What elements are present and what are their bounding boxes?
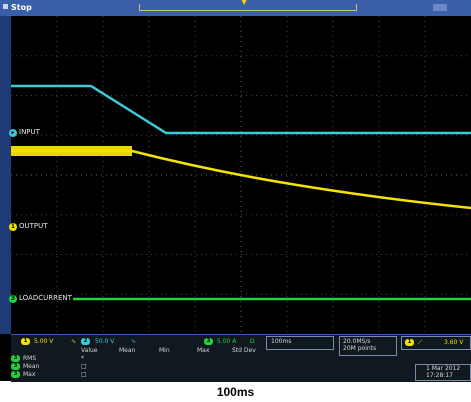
trigger-box[interactable]: 1 ⟋ 3.60 V	[401, 336, 471, 350]
meas-badge-3: 3	[11, 371, 20, 378]
datetime-box: 1 Mar 2012 17:28:17	[415, 364, 471, 381]
trigger-slope-icon: ⟋	[418, 339, 423, 346]
sample-rate: 20.0MS/s	[343, 338, 371, 345]
bandwidth-icon: ∿	[71, 338, 77, 345]
record-length: 20M points	[343, 345, 377, 352]
stats-header-max: Max	[197, 347, 210, 354]
time: 17:28:17	[426, 372, 453, 379]
status-bar: Stop ▼	[0, 0, 471, 16]
run-status: Stop	[11, 3, 32, 12]
ch3-unit: Ω	[250, 338, 255, 345]
ch2-badge[interactable]: 2	[81, 338, 90, 345]
menu-button[interactable]	[433, 4, 447, 11]
input-label: INPUT	[19, 128, 40, 136]
ch1-badge[interactable]: 1	[21, 338, 30, 345]
meas-value-2: □	[81, 363, 87, 370]
stats-header-mean: Mean	[119, 347, 136, 354]
readout-panel: 1 5.00 V ∿ 2 50.0 V ∿ 3 5.00 A Ω 100ms 2…	[11, 334, 471, 382]
meas-label-max[interactable]: Max	[23, 371, 36, 378]
trigger-level: 3.60 V	[444, 339, 464, 346]
ch2-marker-icon[interactable]: ▸	[9, 129, 17, 137]
trigger-position-icon: ▼	[241, 0, 248, 6]
timebase-box[interactable]: 100ms	[266, 336, 334, 350]
stats-header-value: Value	[81, 347, 98, 354]
stats-header-min: Min	[159, 347, 170, 354]
ch3-badge[interactable]: 3	[204, 338, 213, 345]
output-trace	[11, 149, 471, 210]
date: 1 Mar 2012	[426, 365, 461, 372]
ch1-scale[interactable]: 5.00 V	[34, 338, 54, 345]
timebase: 100ms	[271, 338, 292, 345]
channel-marker-strip	[0, 16, 11, 334]
acquisition-box[interactable]: 20.0MS/s 20M points	[339, 336, 397, 356]
meas-value-3: □	[81, 371, 87, 378]
load-current-label: LOADCURRENT	[19, 294, 72, 302]
figure-caption: 100ms	[216, 385, 255, 399]
ch3-marker-icon[interactable]: 3	[9, 295, 17, 303]
stats-header-stddev: Std Dev	[232, 347, 256, 354]
ch2-bandwidth-icon: ∿	[131, 338, 137, 345]
meas-label-mean[interactable]: Mean	[23, 363, 40, 370]
input-trace	[11, 84, 471, 135]
meas-value-1: *	[81, 355, 84, 362]
meas-label-rms[interactable]: RMS	[23, 355, 37, 362]
meas-badge-2: 3	[11, 363, 20, 370]
ch3-scale[interactable]: 5.00 A	[217, 338, 237, 345]
trigger-source-badge: 1	[405, 339, 414, 346]
acquisition-icon	[3, 4, 8, 9]
waveform-display	[11, 16, 471, 334]
ch1-marker-icon[interactable]: 1	[9, 223, 17, 231]
output-label: OUTPUT	[19, 222, 48, 230]
meas-badge-1: 3	[11, 355, 20, 362]
oscilloscope-screen: Stop ▼ ▸ INPUT 1 OUTPUT 3 LOADCURRENT 1 …	[0, 0, 471, 382]
record-view-bar[interactable]	[139, 4, 357, 11]
ch2-scale[interactable]: 50.0 V	[95, 338, 115, 345]
